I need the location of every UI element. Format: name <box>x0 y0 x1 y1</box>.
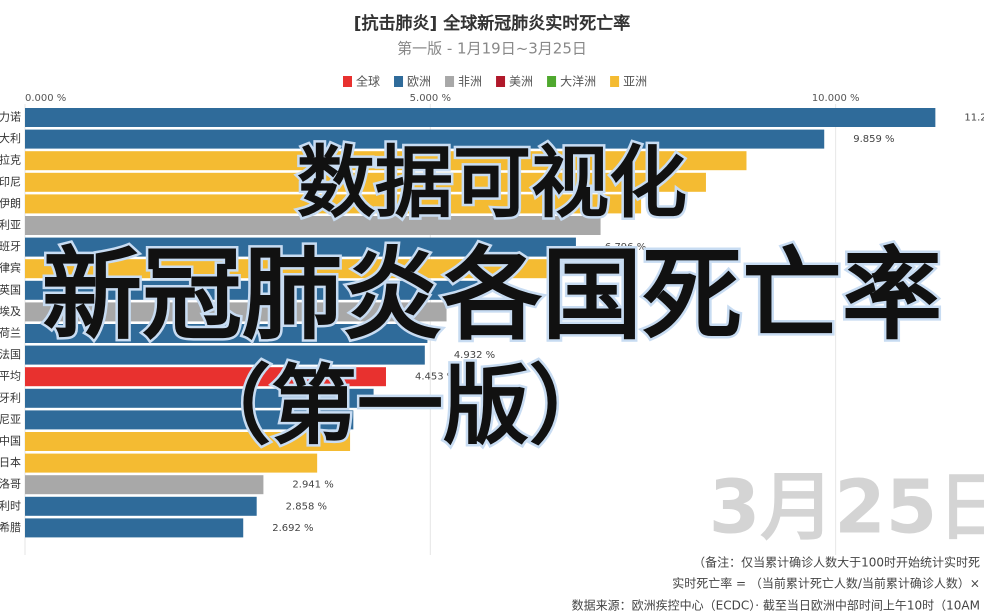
y-tick-label: 力诺 <box>0 111 21 124</box>
bar <box>25 453 318 473</box>
note: 实时死亡率 = （当前累计死亡人数/当前累计确诊人数）× <box>672 576 980 591</box>
bar <box>25 237 576 257</box>
bar <box>25 367 386 387</box>
x-tick-label: 5.000 % <box>410 93 451 104</box>
bar <box>25 216 601 235</box>
y-tick-label: 平均 <box>0 370 21 383</box>
bar <box>25 324 428 343</box>
legend-swatch <box>610 76 620 87</box>
y-tick-label: 埃及 <box>0 304 21 318</box>
legend-label: 大洋洲 <box>560 74 596 89</box>
y-tick-label: 印尼 <box>0 175 21 188</box>
bar <box>25 345 425 365</box>
legend-label: 亚洲 <box>623 75 647 89</box>
bar <box>25 151 747 171</box>
legend-swatch <box>394 76 404 87</box>
y-tick-label: 法国 <box>0 347 21 361</box>
bar <box>25 518 244 538</box>
chart-subtitle: 第一版 - 1月19日~3月25日 <box>397 40 587 58</box>
x-tick-label: 10.000 % <box>812 93 860 104</box>
value-label: 6.796 % <box>605 242 646 253</box>
legend-swatch <box>547 76 557 87</box>
date-label: 3月25日 <box>709 465 984 551</box>
y-tick-label: 伊朗 <box>0 197 21 210</box>
y-tick-label: 洛哥 <box>0 477 21 491</box>
y-tick-label: 利亚 <box>0 219 21 232</box>
y-tick-label: 拉克 <box>0 153 21 167</box>
legend-swatch <box>343 76 352 87</box>
legend-swatch <box>445 76 455 87</box>
overlay-text: 新冠肺炎各国死亡率 <box>42 236 942 353</box>
legend-swatch <box>496 76 506 87</box>
value-label: 2.692 % <box>272 523 313 534</box>
bar <box>25 302 447 322</box>
bar <box>25 432 351 451</box>
value-label: 2.941 % <box>292 480 333 491</box>
bar <box>25 259 552 279</box>
value-label: 4.932 % <box>454 350 495 361</box>
bar <box>25 194 642 214</box>
note: （备注：仅当累计确诊人数大于100时开始统计实时死 <box>693 555 980 570</box>
bar <box>25 172 706 192</box>
value-label: 4.453 % <box>415 372 456 383</box>
bar <box>25 280 479 300</box>
y-tick-label: 英国 <box>0 282 21 296</box>
y-tick-label: 大利 <box>0 131 21 145</box>
legend-label: 欧洲 <box>407 75 431 89</box>
value-label: 11.230 % <box>964 113 984 124</box>
bar <box>25 496 257 516</box>
overlay-text: 数据可视化 <box>297 138 687 228</box>
legend: 全球 欧洲 非洲 美洲 大洋洲 亚洲 <box>343 74 647 89</box>
legend-label: 美洲 <box>509 75 533 89</box>
legend-label: 非洲 <box>458 75 482 89</box>
note: 数据来源：欧洲疾控中心（ECDC）· 截至当日欧洲中部时间上午10时（10AM <box>572 598 980 613</box>
x-tick-label: 0.000 % <box>25 93 66 104</box>
bar <box>25 475 264 495</box>
y-tick-label: 利时 <box>0 499 21 512</box>
y-tick-label: 日本 <box>0 455 21 469</box>
y-tick-label: 荷兰 <box>0 327 21 340</box>
bar <box>25 388 374 408</box>
bar <box>25 129 825 149</box>
y-tick-label: 尼亚 <box>0 413 21 426</box>
bar <box>25 108 936 127</box>
bar <box>25 410 354 430</box>
y-tick-label: 律宾 <box>0 261 21 275</box>
legend-label: 全球 <box>356 74 380 89</box>
chart-title: [抗击肺炎] 全球新冠肺炎实时死亡率 <box>354 13 630 34</box>
y-tick-label: 希腊 <box>0 520 21 534</box>
value-label: 9.859 % <box>853 134 894 145</box>
y-tick-label: 牙利 <box>0 391 21 404</box>
y-tick-label: 中国 <box>0 435 21 448</box>
y-tick-label: 班牙 <box>0 240 21 253</box>
overlay-text: （第一版） <box>185 356 615 456</box>
value-label: 2.858 % <box>286 501 327 512</box>
